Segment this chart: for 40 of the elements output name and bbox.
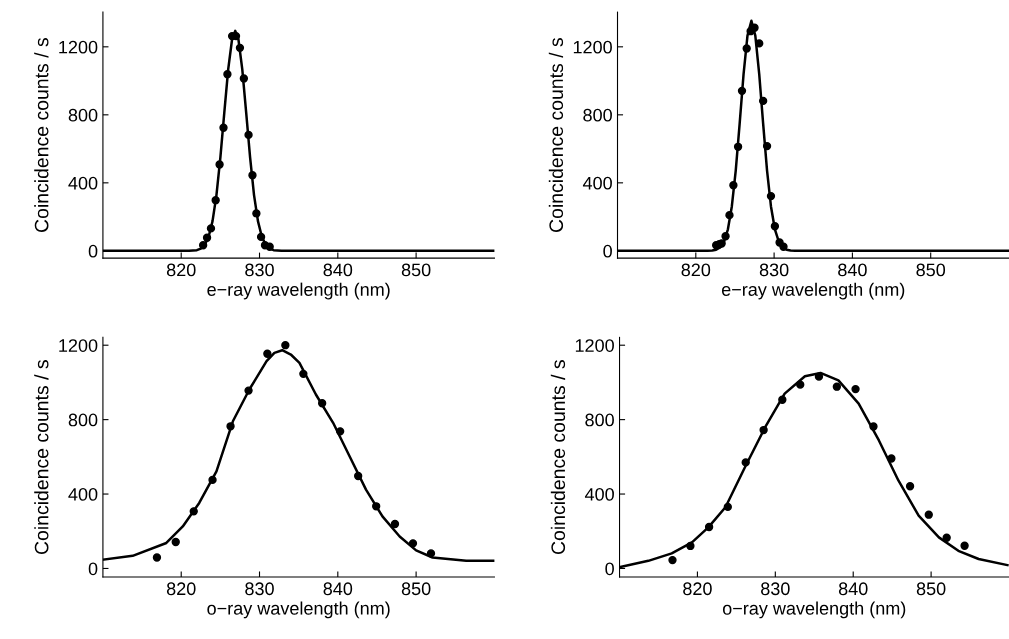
y-tick-label: 1200 bbox=[59, 40, 98, 54]
x-tick-label: 830 bbox=[761, 582, 790, 596]
x-tick-label: 840 bbox=[838, 263, 867, 277]
x-tick-label: 830 bbox=[245, 263, 274, 277]
y-tick-label: 1200 bbox=[59, 339, 98, 352]
y-tick-label: 0 bbox=[605, 562, 614, 576]
x-tick-label: 840 bbox=[323, 582, 353, 596]
y-tick-label: 0 bbox=[88, 562, 98, 576]
x-axis-title: e−ray wavelength (nm) bbox=[207, 282, 390, 300]
y-tick-label: 800 bbox=[68, 108, 98, 122]
x-tick-label: 850 bbox=[916, 582, 946, 596]
x-tick-label: 850 bbox=[916, 263, 946, 277]
y-tick-label: 400 bbox=[68, 487, 98, 501]
x-tick-label: 830 bbox=[245, 582, 274, 596]
y-axis-title: Coincidence counts / s bbox=[34, 360, 49, 555]
x-tick-label: 820 bbox=[683, 582, 712, 596]
x-tick-label: 820 bbox=[166, 582, 196, 596]
x-tick-label: 850 bbox=[401, 582, 431, 596]
y-axis-title: Coincidence counts / s bbox=[550, 360, 566, 555]
x-tick-label: 840 bbox=[838, 582, 868, 596]
y-tick-label: 800 bbox=[583, 108, 612, 122]
x-tick-label: 850 bbox=[401, 263, 431, 277]
y-axis-title: Coincidence counts / s bbox=[34, 38, 49, 232]
x-tick-label: 820 bbox=[166, 263, 196, 277]
x-tick-label: 840 bbox=[323, 263, 353, 277]
y-tick-label: 0 bbox=[88, 244, 98, 258]
y-tick-label: 1200 bbox=[573, 40, 612, 54]
x-axis-title: e−ray wavelength (nm) bbox=[721, 282, 905, 300]
y-tick-label: 800 bbox=[585, 413, 614, 427]
y-tick-label: 400 bbox=[68, 176, 98, 190]
x-tick-label: 820 bbox=[681, 263, 711, 277]
y-tick-label: 1200 bbox=[575, 339, 614, 352]
y-tick-label: 400 bbox=[582, 176, 612, 190]
y-tick-label: 800 bbox=[68, 413, 98, 427]
x-axis-title: o−ray wavelength (nm) bbox=[722, 601, 906, 619]
x-axis-title: o−ray wavelength (nm) bbox=[207, 601, 390, 619]
y-axis-title: Coincidence counts / s bbox=[548, 38, 564, 232]
y-tick-label: 0 bbox=[603, 244, 612, 258]
y-tick-label: 400 bbox=[584, 487, 614, 501]
x-tick-label: 830 bbox=[759, 263, 789, 277]
